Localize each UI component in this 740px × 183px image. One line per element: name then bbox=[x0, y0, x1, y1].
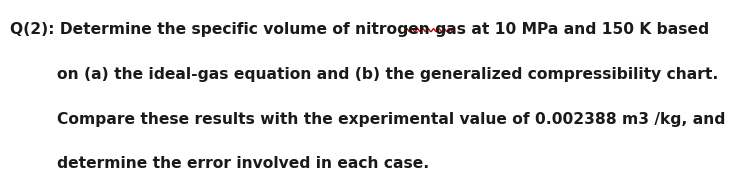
Text: determine the error involved in each case.: determine the error involved in each cas… bbox=[57, 156, 429, 171]
Text: on (a) the ideal‐gas equation and (b) the generalized compressibility chart.: on (a) the ideal‐gas equation and (b) th… bbox=[57, 67, 719, 82]
Text: Compare these results with the experimental value of 0.002388 m3 /kg, and: Compare these results with the experimen… bbox=[57, 112, 725, 127]
Text: Q(2): Determine the specific volume of nitrogen gas at 10 MPa and 150 K based: Q(2): Determine the specific volume of n… bbox=[10, 22, 709, 37]
